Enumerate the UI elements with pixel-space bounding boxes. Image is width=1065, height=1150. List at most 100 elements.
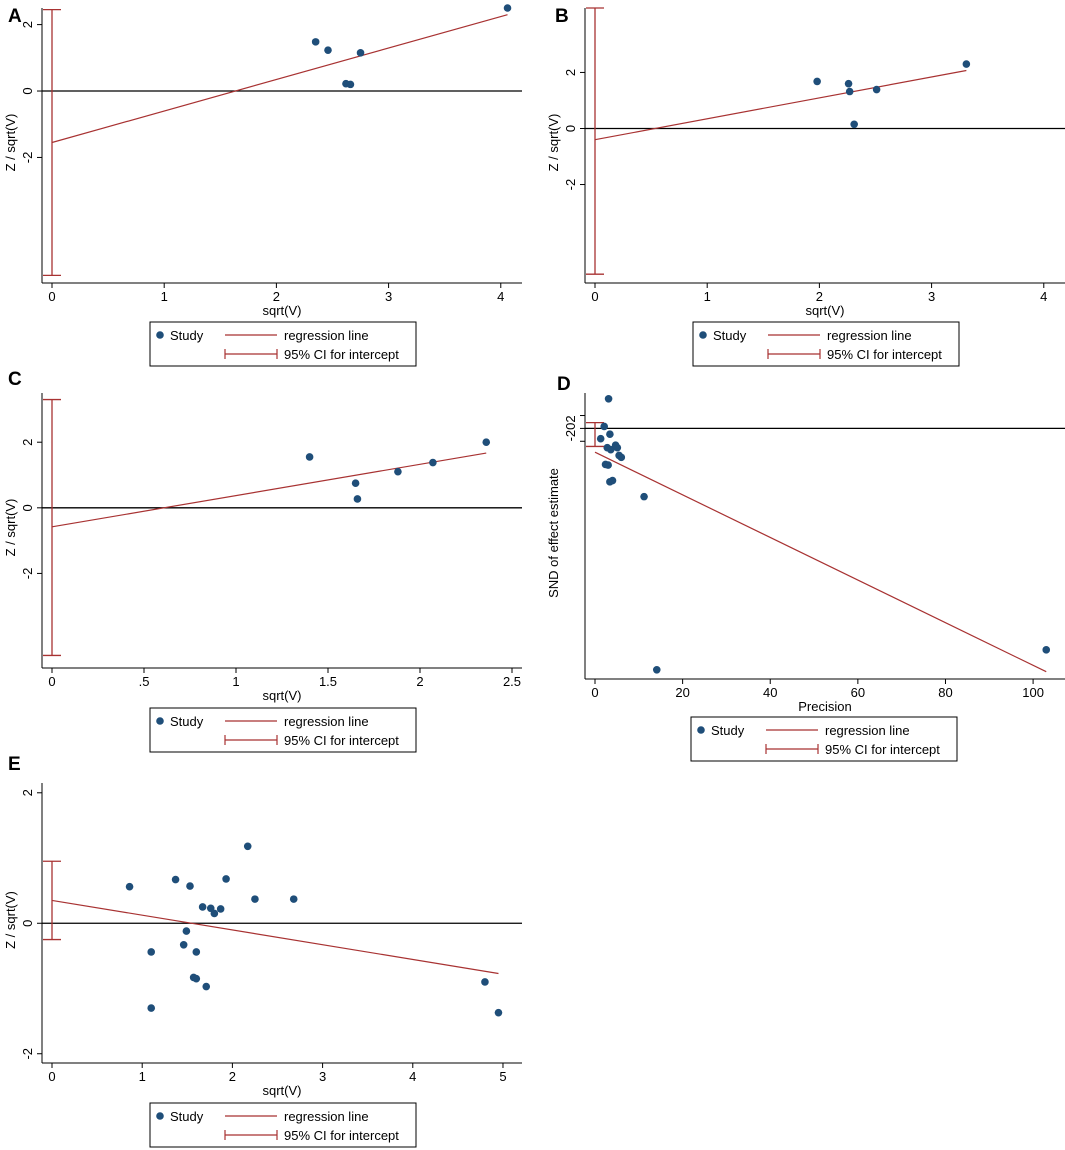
x-tick-label: 3 <box>385 289 392 304</box>
legend-regression-label: regression line <box>827 328 912 343</box>
study-point <box>872 85 881 94</box>
study-point <box>962 60 971 68</box>
y-tick-label: -2 <box>20 1048 35 1060</box>
legend: Study regression line 95% CI for intercept <box>692 321 960 367</box>
x-axis-label: Precision <box>798 699 851 714</box>
x-tick-label: 0 <box>591 685 598 700</box>
study-point <box>394 467 402 476</box>
x-tick-label: 4 <box>1040 289 1047 304</box>
x-tick-label: 20 <box>675 685 689 700</box>
study-point <box>192 948 201 956</box>
study-point <box>503 4 512 12</box>
panel-c: C 0 .5 1 1.5 2 2.5 2 0 -2 sqrt(V) Z / sqrt(V) Study r… <box>3 369 522 753</box>
x-tick-label: 1 <box>139 1069 146 1084</box>
study-point <box>243 842 252 851</box>
x-tick-label: 0 <box>48 674 55 689</box>
study-point <box>813 77 821 86</box>
y-tick-label: 0 <box>563 125 578 132</box>
x-tick-label: 2.5 <box>503 674 521 689</box>
legend-study-label: Study <box>170 714 204 729</box>
regression-line <box>51 452 487 528</box>
panel-label-b: B <box>555 6 569 27</box>
legend-box <box>692 321 960 367</box>
legend-study-marker <box>697 726 705 734</box>
study-point <box>494 1008 503 1017</box>
y-axis-label: SND of effect estimate <box>546 468 561 598</box>
study-point <box>640 492 648 501</box>
legend: Study regression line 95% CI for intercept <box>149 321 417 367</box>
study-point <box>617 453 626 462</box>
y-axis-label: Z / sqrt(V) <box>546 114 561 172</box>
study-point <box>324 46 332 54</box>
x-tick-label: 4 <box>497 289 504 304</box>
study-point <box>845 87 854 96</box>
x-tick-label: 0 <box>48 289 55 304</box>
study-point <box>186 882 194 890</box>
study-point <box>125 882 134 891</box>
legend-study-label: Study <box>713 328 747 343</box>
study-point <box>147 1004 156 1012</box>
study-point <box>429 458 437 467</box>
legend-study-label: Study <box>170 328 204 343</box>
y-tick-label: 2 <box>20 439 35 446</box>
x-tick-label: .5 <box>139 674 150 689</box>
x-tick-label: 4 <box>409 1069 416 1084</box>
x-tick-label: 1 <box>232 674 239 689</box>
study-point <box>596 434 605 443</box>
legend-regression-label: regression line <box>284 328 369 343</box>
study-point <box>311 38 320 46</box>
panel-label-d: D <box>557 374 571 395</box>
study-point <box>210 909 219 918</box>
study-point <box>844 79 853 88</box>
y-axis-label: Z / sqrt(V) <box>3 499 18 557</box>
x-tick-label: 0 <box>591 289 598 304</box>
regression-line <box>594 451 1047 673</box>
x-axis-label: sqrt(V) <box>263 1083 302 1098</box>
y-axis-label: Z / sqrt(V) <box>3 891 18 949</box>
study-point <box>179 940 188 949</box>
y-tick-label: -2 <box>563 179 578 191</box>
study-point <box>356 49 365 57</box>
study-point <box>482 438 491 447</box>
legend: Study regression line 95% CI for intercept <box>149 1102 417 1148</box>
panel-label-a: A <box>8 6 22 27</box>
panel-e: E 0 1 2 3 4 5 2 0 -2 sqrt(V) Z / sqrt(V) Study regres… <box>3 754 522 1148</box>
study-point <box>171 875 180 884</box>
legend-study-marker <box>156 331 164 339</box>
y-tick-label: 0 <box>20 920 35 927</box>
x-axis-label: sqrt(V) <box>263 303 302 318</box>
study-point <box>1042 646 1051 654</box>
study-point <box>606 445 615 454</box>
legend-box <box>149 321 417 367</box>
legend-ci-label: 95% CI for intercept <box>284 1128 399 1143</box>
y-tick-label: -2 <box>20 152 35 164</box>
study-point <box>613 443 622 452</box>
x-axis-label: sqrt(V) <box>806 303 845 318</box>
legend-regression-label: regression line <box>284 1109 369 1124</box>
study-point <box>604 461 612 469</box>
x-tick-label: 0 <box>48 1069 55 1084</box>
x-tick-label: 3 <box>928 289 935 304</box>
legend-study-marker <box>156 717 164 725</box>
study-point <box>346 80 355 89</box>
study-point <box>600 422 608 431</box>
y-tick-label: -2 <box>20 568 35 580</box>
regression-line <box>51 14 508 144</box>
x-tick-label: 1.5 <box>319 674 337 689</box>
study-point <box>251 895 259 903</box>
study-point <box>147 948 156 956</box>
x-tick-label: 3 <box>319 1069 326 1084</box>
study-point <box>608 476 617 485</box>
y-axis-label: Z / sqrt(V) <box>3 114 18 172</box>
study-point <box>222 875 230 883</box>
legend-box <box>149 707 417 753</box>
y-tick-label: -202 <box>563 415 578 441</box>
panel-d: D 0 20 40 60 80 100 -202 Precision SND of effect … <box>546 374 1065 762</box>
study-point <box>604 394 613 403</box>
x-tick-label: 2 <box>229 1069 236 1084</box>
legend-ci-label: 95% CI for intercept <box>827 347 942 362</box>
legend-ci-label: 95% CI for intercept <box>825 742 940 757</box>
x-tick-label: 5 <box>499 1069 506 1084</box>
legend-box <box>149 1102 417 1148</box>
